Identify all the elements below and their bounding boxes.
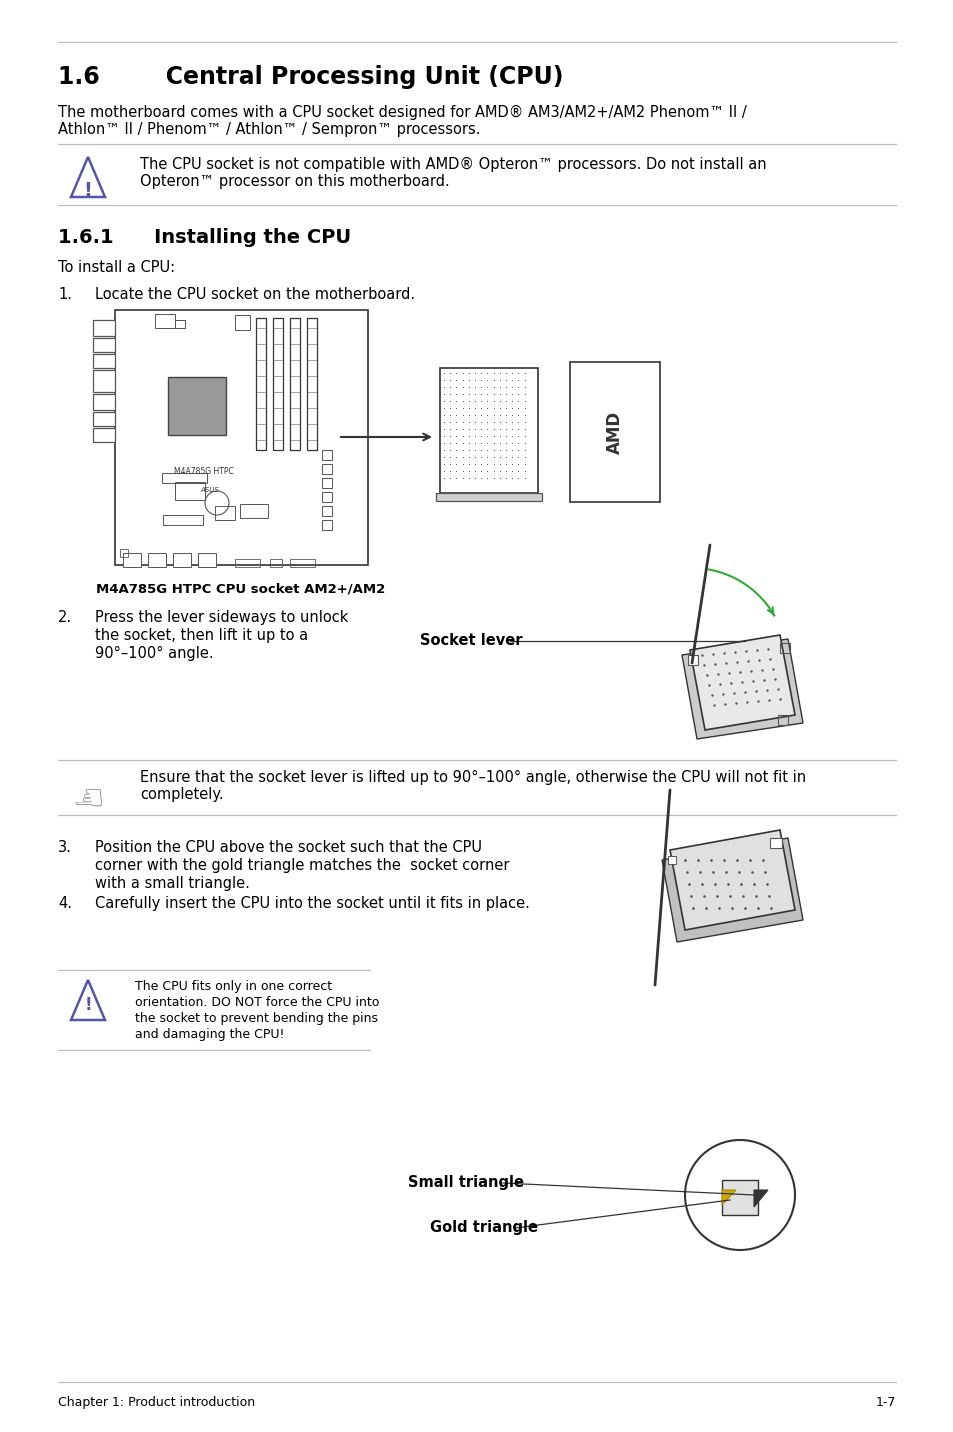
Text: Small triangle: Small triangle <box>408 1176 523 1190</box>
Polygon shape <box>753 1190 767 1207</box>
Bar <box>270 558 282 567</box>
Text: AMD: AMD <box>605 411 623 454</box>
Polygon shape <box>661 838 802 942</box>
Bar <box>273 318 283 450</box>
Text: the socket to prevent bending the pins: the socket to prevent bending the pins <box>135 1012 377 1025</box>
Bar <box>255 318 266 450</box>
Bar <box>174 319 185 328</box>
Bar <box>234 558 260 567</box>
Circle shape <box>684 1140 794 1250</box>
Polygon shape <box>689 634 794 730</box>
Text: orientation. DO NOT force the CPU into: orientation. DO NOT force the CPU into <box>135 997 379 1010</box>
Bar <box>214 505 234 520</box>
Bar <box>92 369 115 392</box>
Text: 1.6        Central Processing Unit (CPU): 1.6 Central Processing Unit (CPU) <box>58 64 563 89</box>
Text: Position the CPU above the socket such that the CPU: Position the CPU above the socket such t… <box>95 841 481 855</box>
Bar <box>687 654 698 664</box>
Text: 4.: 4. <box>58 896 71 911</box>
Text: M4A785G HTPC CPU socket AM2+/AM2: M4A785G HTPC CPU socket AM2+/AM2 <box>96 583 385 596</box>
Bar <box>92 319 115 337</box>
Text: ☞: ☞ <box>67 778 99 812</box>
Text: !: ! <box>84 997 91 1014</box>
Bar <box>721 1180 758 1214</box>
Text: The CPU socket is not compatible with AMD® Opteron™ processors. Do not install a: The CPU socket is not compatible with AM… <box>140 158 766 172</box>
Text: with a small triangle.: with a small triangle. <box>95 876 250 891</box>
Bar <box>569 362 659 503</box>
Text: 2.: 2. <box>58 610 72 624</box>
Bar <box>439 368 537 493</box>
Text: corner with the gold triangle matches the  socket corner: corner with the gold triangle matches th… <box>95 858 509 874</box>
Bar <box>322 493 332 503</box>
Text: The motherboard comes with a CPU socket designed for AMD® AM3/AM2+/AM2 Phenom™ I: The motherboard comes with a CPU socket … <box>58 105 746 120</box>
Text: Gold triangle: Gold triangle <box>430 1220 537 1234</box>
Text: 3.: 3. <box>58 841 71 855</box>
Bar <box>123 553 141 567</box>
Bar <box>667 856 676 863</box>
Text: Locate the CPU socket on the motherboard.: Locate the CPU socket on the motherboard… <box>95 286 415 302</box>
Polygon shape <box>669 831 794 929</box>
Bar <box>115 309 368 566</box>
Text: Athlon™ II / Phenom™ / Athlon™ / Sempron™ processors.: Athlon™ II / Phenom™ / Athlon™ / Sempron… <box>58 122 480 137</box>
Polygon shape <box>721 1190 735 1204</box>
Text: completely.: completely. <box>140 788 223 802</box>
Bar <box>92 412 115 425</box>
Text: and damaging the CPU!: and damaging the CPU! <box>135 1028 284 1041</box>
Text: ASUS: ASUS <box>200 487 219 493</box>
Bar <box>780 643 789 653</box>
Bar <box>92 338 115 352</box>
Bar <box>92 354 115 368</box>
Bar <box>92 428 115 442</box>
Bar <box>240 504 268 518</box>
Bar <box>172 553 191 567</box>
Bar <box>163 516 203 526</box>
Bar <box>322 464 332 474</box>
Text: Socket lever: Socket lever <box>419 633 522 649</box>
Text: Opteron™ processor on this motherboard.: Opteron™ processor on this motherboard. <box>140 175 449 189</box>
Text: Ensure that the socket lever is lifted up to 90°–100° angle, otherwise the CPU w: Ensure that the socket lever is lifted u… <box>140 770 805 785</box>
Bar <box>778 715 787 725</box>
Bar <box>154 314 174 328</box>
Bar <box>174 483 205 500</box>
Bar <box>234 315 250 329</box>
Bar <box>198 553 215 567</box>
Text: To install a CPU:: To install a CPU: <box>58 261 175 275</box>
Text: The CPU fits only in one correct: The CPU fits only in one correct <box>135 979 332 992</box>
Text: 90°–100° angle.: 90°–100° angle. <box>95 646 213 662</box>
Text: !: ! <box>84 180 92 200</box>
Polygon shape <box>681 639 802 739</box>
Text: 1.: 1. <box>58 286 71 302</box>
Bar <box>307 318 316 450</box>
Bar <box>168 377 226 435</box>
Text: 1-7: 1-7 <box>875 1396 895 1409</box>
Bar <box>162 473 207 483</box>
Bar <box>92 394 115 410</box>
Bar <box>322 478 332 488</box>
Text: Press the lever sideways to unlock: Press the lever sideways to unlock <box>95 610 348 624</box>
Bar <box>290 318 299 450</box>
Text: the socket, then lift it up to a: the socket, then lift it up to a <box>95 629 308 643</box>
Text: Chapter 1: Product introduction: Chapter 1: Product introduction <box>58 1396 254 1409</box>
Bar <box>322 505 332 516</box>
Bar <box>290 558 314 567</box>
Bar <box>120 548 128 557</box>
Bar <box>322 450 332 460</box>
Bar <box>148 553 166 567</box>
Bar <box>769 838 781 848</box>
Bar <box>322 520 332 530</box>
Text: 1.6.1      Installing the CPU: 1.6.1 Installing the CPU <box>58 228 351 246</box>
Bar <box>436 493 541 501</box>
Text: M4A785G HTPC: M4A785G HTPC <box>173 467 233 475</box>
Text: Carefully insert the CPU into the socket until it fits in place.: Carefully insert the CPU into the socket… <box>95 896 529 911</box>
